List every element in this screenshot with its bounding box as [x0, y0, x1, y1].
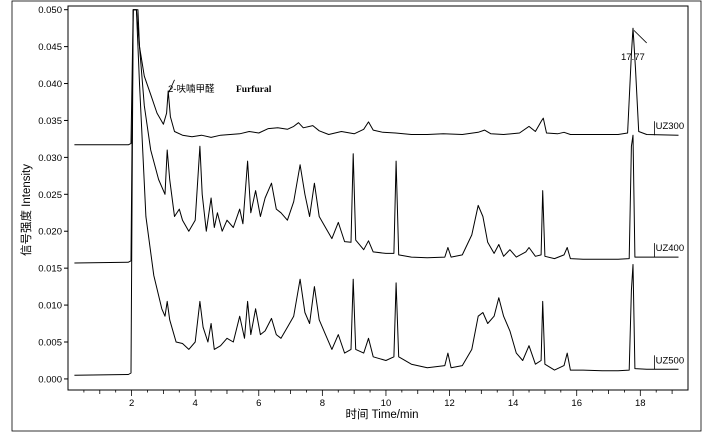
y-tick-label: 0.025 [38, 190, 62, 201]
chart-axis-layer: 0.000 0.005 0.010 0.015 0.020 0.025 0.030 0.035… [38, 5, 673, 409]
x-tick-label: 6 [256, 398, 261, 409]
y-tick-label: 0.030 [38, 153, 62, 164]
x-tick-label: 8 [320, 398, 325, 409]
series-label-uz400: UZ400 [656, 243, 685, 254]
series-line-uz300 [74, 9, 679, 146]
y-tick-label: 0.015 [38, 264, 62, 275]
series-line-uz400 [74, 9, 679, 264]
x-axis-title: 时间 Time/min [345, 408, 418, 421]
x-tick-label: 14 [508, 398, 519, 409]
chart-annotation-layer: 2-呋喃甲醛 Furfural 17.77 UZ300 UZ400 UZ500 [168, 30, 685, 370]
y-tick-label: 0.000 [38, 374, 62, 385]
figure-border [11, 0, 702, 432]
chart-series-layer [74, 9, 679, 376]
y-tick-label: 0.020 [38, 227, 62, 238]
series-label-uz500: UZ500 [656, 355, 685, 366]
chart-frame-layer [11, 0, 702, 432]
annotation-peak-time: 17.77 [621, 52, 645, 63]
furfural-pointer [168, 79, 175, 93]
x-tick-label: 4 [193, 398, 198, 409]
y-tick-label: 0.045 [38, 42, 62, 53]
y-tick-label: 0.005 [38, 338, 62, 349]
y-tick-label: 0.040 [38, 79, 62, 90]
y-axis-title: 信号强度 Intensity [19, 164, 33, 256]
x-tick-label: 18 [635, 398, 646, 409]
x-tick-label: 2 [129, 398, 134, 409]
y-tick-label: 0.035 [38, 116, 62, 127]
x-tick-label: 12 [444, 398, 455, 409]
y-tick-label: 0.010 [38, 301, 62, 312]
annotation-furfural-en: Furfural [236, 85, 272, 95]
plot-area-border [67, 5, 689, 391]
peak-time-pointer [633, 30, 647, 44]
series-line-uz500 [74, 9, 679, 376]
y-tick-label: 0.050 [38, 5, 62, 16]
annotation-furfural-cn: 2-呋喃甲醛 [168, 83, 215, 95]
x-tick-label: 16 [571, 398, 582, 409]
series-label-uz300: UZ300 [656, 121, 685, 132]
x-tick-label: 10 [381, 398, 392, 409]
